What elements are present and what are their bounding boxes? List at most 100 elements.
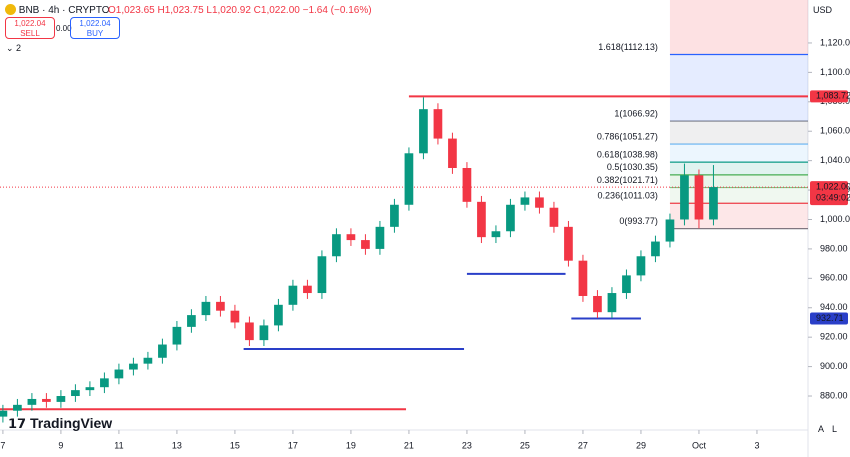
- fib-band: [669, 162, 808, 175]
- y-tick-label: 900.00: [820, 361, 848, 371]
- fib-label: 0.382(1021.71): [597, 175, 658, 185]
- brand[interactable]: 𝟭𝟳 TradingView: [8, 415, 112, 432]
- price-countdown: 03:49:02: [816, 192, 850, 202]
- candle-body: [172, 326, 182, 345]
- indicators-toggle[interactable]: ⌄ 2: [6, 43, 22, 53]
- candle-body: [85, 387, 95, 391]
- candle-body: [317, 256, 327, 294]
- candle-body: [114, 369, 124, 379]
- candle-body: [216, 301, 225, 311]
- plot-bg: [0, 0, 808, 430]
- buy-label: BUY: [86, 29, 104, 38]
- candle-body: [13, 404, 22, 411]
- candle-body: [506, 204, 515, 232]
- candle-body: [56, 396, 66, 402]
- y-tick-label: 1,000.00: [820, 214, 850, 224]
- x-tick-label: 27: [578, 440, 588, 450]
- sell-label: SELL: [20, 29, 40, 38]
- fib-label: 1.618(1112.13): [598, 42, 658, 52]
- fib-label: 0(993.77): [619, 216, 658, 226]
- candle-body: [158, 344, 167, 358]
- candle-body: [42, 398, 51, 402]
- candle-body: [651, 241, 660, 257]
- candle-body: [0, 410, 8, 417]
- candle-body: [622, 275, 631, 294]
- x-tick-label: 21: [404, 440, 414, 450]
- x-tick-label: 13: [172, 440, 182, 450]
- symbol-icon: [5, 4, 16, 15]
- candle-body: [143, 357, 153, 364]
- price-tag-label: 1,022.00: [816, 181, 850, 191]
- candle-body: [694, 175, 704, 220]
- price-tag-label: 932.71: [816, 313, 844, 323]
- fib-label: 0.236(1011.03): [598, 191, 658, 201]
- candle-body: [709, 187, 718, 220]
- currency[interactable]: USD: [813, 5, 833, 15]
- symbol-text: BNB · 4h · CRYPTO: [18, 5, 110, 16]
- price-tag: [810, 181, 848, 206]
- y-tick-label: 880.00: [820, 390, 848, 400]
- price-tag-label: 1,083.72: [816, 91, 850, 101]
- fib-band: [669, 174, 808, 188]
- y-tick-label: 1,060.00: [820, 126, 850, 136]
- candle-body: [665, 219, 675, 242]
- x-tick-label: 23: [462, 440, 472, 450]
- x-tick-label: 11: [114, 440, 123, 450]
- y-tick-label: 960.00: [820, 273, 848, 283]
- candle-body: [332, 234, 341, 257]
- candle-body: [448, 138, 457, 168]
- log-scale[interactable]: L: [832, 424, 838, 434]
- symbol: BNB · 4h · CRYPTO: [5, 4, 110, 16]
- candle-body: [375, 226, 385, 249]
- fib-band: [669, 144, 808, 163]
- buy-price: 1,022.04: [79, 19, 111, 28]
- x-tick-label: 9: [58, 440, 63, 450]
- auto-scale[interactable]: A: [818, 424, 825, 434]
- candle-body: [564, 226, 573, 261]
- candle-body: [245, 322, 254, 341]
- y-tick-label: 940.00: [820, 302, 848, 312]
- fib-label: 0.5(1030.35): [607, 162, 658, 172]
- candle-body: [680, 175, 689, 220]
- y-tick-label: 1,100.00: [820, 67, 850, 77]
- candle-body: [549, 207, 559, 227]
- candle-body: [636, 256, 646, 276]
- candle-body: [187, 315, 196, 327]
- candle-body: [346, 234, 356, 241]
- brand-logo: 𝟭𝟳: [8, 416, 27, 431]
- candle-body: [419, 109, 428, 154]
- candle-body: [201, 301, 211, 316]
- y-tick-label: 1,120.00: [820, 37, 850, 47]
- candle-body: [491, 231, 501, 238]
- brand-text: TradingView: [29, 415, 113, 431]
- spread: 0.00: [56, 24, 72, 33]
- y-tick-label: 1,040.00: [820, 155, 850, 165]
- fib-label: 0.618(1038.98): [597, 150, 658, 160]
- x-tick-label: 19: [346, 440, 356, 450]
- candle-body: [390, 204, 399, 227]
- candle-body: [71, 390, 80, 397]
- x-tick-label: 29: [636, 440, 646, 450]
- candle-body: [27, 398, 37, 405]
- buy-button[interactable]: 1,022.04 BUY: [70, 17, 120, 39]
- candle-body: [433, 109, 443, 139]
- candle-body: [578, 260, 588, 296]
- fib-band: [669, 121, 808, 145]
- sell-price: 1,022.04: [14, 19, 46, 28]
- candle-body: [361, 240, 370, 249]
- candle-body: [535, 197, 544, 208]
- candle-body: [100, 378, 109, 388]
- fib-label: 1(1066.92): [614, 108, 658, 118]
- y-tick-label: 980.00: [820, 243, 848, 253]
- fib-band: [669, 203, 808, 229]
- x-tick-label: 7: [0, 440, 5, 450]
- x-tick-label: 3: [754, 440, 759, 450]
- candle-body: [404, 153, 414, 205]
- price-tag: [810, 90, 848, 103]
- ohlc: O1,023.65 H1,023.75 L1,020.92 C1,022.00 …: [108, 5, 372, 16]
- sell-button[interactable]: 1,022.04 SELL: [5, 17, 55, 39]
- candle-body: [607, 293, 617, 313]
- candle-body: [230, 310, 240, 323]
- y-tick-label: 920.00: [820, 332, 848, 342]
